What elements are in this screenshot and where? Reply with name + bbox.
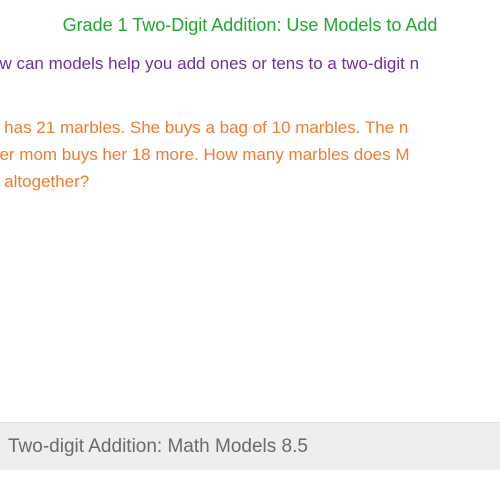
slide-title: Grade 1 Two-Digit Addition: Use Models t… — [0, 15, 500, 36]
slide-content: Grade 1 Two-Digit Addition: Use Models t… — [0, 0, 500, 430]
footer-bar: Two-digit Addition: Math Models 8.5 — [0, 422, 500, 470]
problem-line-1: a has 21 marbles. She buys a bag of 10 m… — [0, 114, 500, 141]
word-problem: a has 21 marbles. She buys a bag of 10 m… — [0, 114, 500, 196]
problem-line-2: her mom buys her 18 more. How many marbl… — [0, 141, 500, 168]
problem-line-3: e altogether? — [0, 168, 500, 195]
footer-title: Two-digit Addition: Math Models 8.5 — [8, 436, 308, 458]
essential-question: ow can models help you add ones or tens … — [0, 54, 500, 74]
